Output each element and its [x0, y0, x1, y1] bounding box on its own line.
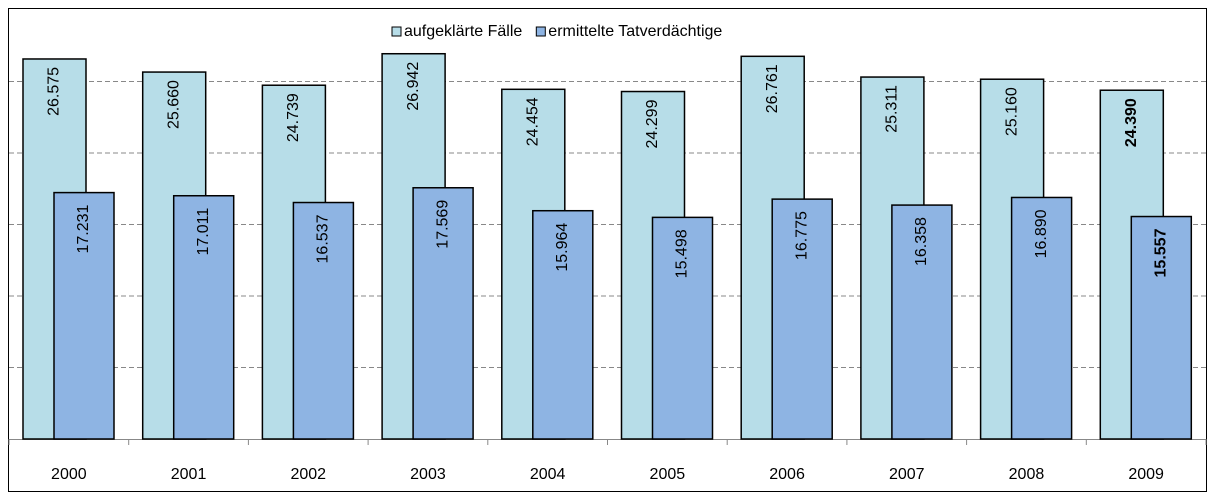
bar	[1130, 215, 1193, 440]
data-label: 26.942	[405, 62, 422, 111]
x-tick-label: 2005	[650, 466, 686, 483]
data-label: 16.358	[913, 217, 930, 266]
bar	[292, 201, 355, 440]
data-label: 24.299	[644, 99, 661, 148]
data-label: 25.311	[884, 85, 901, 133]
x-tick-label: 2003	[410, 466, 446, 483]
data-label: 16.775	[793, 211, 810, 260]
legend-swatch	[391, 26, 402, 37]
data-label: 24.454	[525, 97, 542, 146]
x-tick-label: 2000	[51, 466, 87, 483]
bar	[891, 204, 953, 440]
data-label: 24.390	[1123, 98, 1140, 147]
x-tick-label: 2002	[290, 466, 326, 483]
x-tick-label: 2009	[1128, 466, 1164, 483]
x-tick-label: 2001	[171, 466, 207, 483]
bar	[172, 194, 235, 440]
bar	[532, 209, 594, 440]
legend-swatch	[535, 26, 546, 37]
x-tick-label: 2006	[769, 466, 805, 483]
data-label: 17.231	[75, 204, 92, 253]
bar	[1010, 196, 1073, 440]
data-label: 24.739	[285, 93, 302, 142]
data-label: 26.575	[46, 67, 63, 116]
data-label: 16.537	[315, 214, 332, 263]
data-label: 17.569	[434, 200, 451, 249]
x-tick-label: 2004	[530, 466, 566, 483]
data-label: 15.557	[1153, 228, 1170, 277]
data-label: 15.964	[554, 223, 571, 272]
x-tick-label: 2008	[1009, 466, 1045, 483]
data-label: 26.761	[764, 64, 781, 113]
legend-label: ermittelte Tatverdächtige	[548, 23, 722, 40]
data-label: 17.011	[195, 208, 212, 256]
data-label: 15.498	[674, 229, 691, 278]
data-label: 16.890	[1033, 209, 1050, 258]
bar	[651, 216, 714, 440]
bar	[53, 191, 115, 440]
bar	[771, 198, 833, 440]
data-label: 25.660	[165, 80, 182, 129]
legend-label: aufgeklärte Fälle	[404, 23, 522, 40]
x-tick-label: 2007	[889, 466, 925, 483]
bar	[412, 187, 474, 440]
data-label: 25.160	[1003, 87, 1020, 136]
